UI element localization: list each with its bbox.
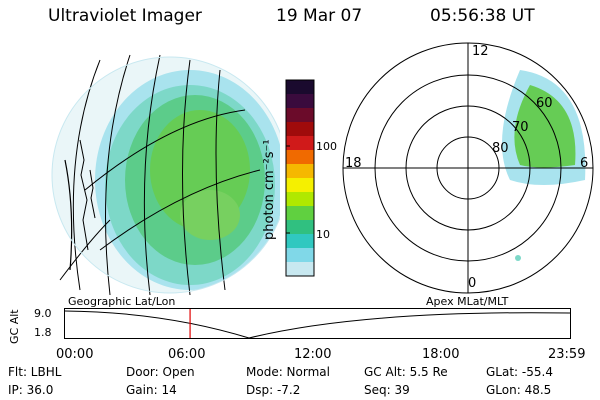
mlt-label-18: 18 xyxy=(345,156,362,171)
timeline-xtick-0000: 00:00 xyxy=(56,347,94,362)
timeline-ytick-bottom: 1.8 xyxy=(34,326,52,339)
colorbar-segment xyxy=(286,262,314,277)
timeline-plot xyxy=(64,308,571,339)
info-door: Door: Open xyxy=(126,365,195,379)
colorbar-segment xyxy=(286,136,314,151)
timeline-xtick-1200: 12:00 xyxy=(294,347,332,362)
timeline-xtick-0600: 06:00 xyxy=(168,347,206,362)
info-mode: Mode: Normal xyxy=(246,365,330,379)
info-glat: GLat: -55.4 xyxy=(486,365,553,379)
mlt-label-6: 6 xyxy=(580,156,589,171)
timeline-xtick-2359: 23:59 xyxy=(548,347,586,362)
colorbar-segment xyxy=(286,220,314,235)
timeline-ytick-top: 9.0 xyxy=(34,307,52,320)
geo-coord-label: Geographic Lat/Lon xyxy=(68,295,176,308)
header-time: 05:56:38 UT xyxy=(430,6,535,26)
colorbar-segment xyxy=(286,80,314,95)
timeline-ylabel: GC Alt xyxy=(8,309,21,344)
colorbar-segment xyxy=(286,122,314,137)
lat-label-60: 60 xyxy=(536,96,553,111)
info-seq: Seq: 39 xyxy=(364,383,410,397)
mlt-label-0: 0 xyxy=(468,276,477,291)
info-dsp: Dsp: -7.2 xyxy=(246,383,301,397)
colorbar-segment xyxy=(286,164,314,179)
info-ip: IP: 36.0 xyxy=(8,383,54,397)
mlt-label-12: 12 xyxy=(472,44,489,59)
info-glon: GLon: 48.5 xyxy=(486,383,552,397)
timeline-xtick-1800: 18:00 xyxy=(422,347,460,362)
colorbar-segment xyxy=(286,108,314,123)
geographic-image xyxy=(51,54,280,296)
colorbar-units-label: photon cm⁻²s⁻¹ xyxy=(262,139,277,240)
info-gain: Gain: 14 xyxy=(126,383,177,397)
colorbar-segment xyxy=(286,192,314,207)
polar-plot xyxy=(342,42,594,294)
colorbar-segment xyxy=(286,94,314,109)
colorbar-tick-100: 100 xyxy=(316,140,337,153)
colorbar-segment xyxy=(286,248,314,263)
imager-title: Ultraviolet Imager xyxy=(48,6,202,26)
colorbar-segment xyxy=(286,150,314,165)
colorbar-segment xyxy=(286,234,314,249)
colorbar-tick-10: 10 xyxy=(316,228,330,241)
info-flt: Flt: LBHL xyxy=(8,365,62,379)
colorbar xyxy=(285,79,315,277)
colorbar-segment xyxy=(286,206,314,221)
colorbar-segment xyxy=(286,178,314,193)
lat-label-80: 80 xyxy=(492,141,509,156)
lat-label-70: 70 xyxy=(512,120,529,135)
info-gcalt: GC Alt: 5.5 Re xyxy=(364,365,448,379)
header-date: 19 Mar 07 xyxy=(276,6,363,26)
apex-coord-label: Apex MLat/MLT xyxy=(426,295,509,308)
